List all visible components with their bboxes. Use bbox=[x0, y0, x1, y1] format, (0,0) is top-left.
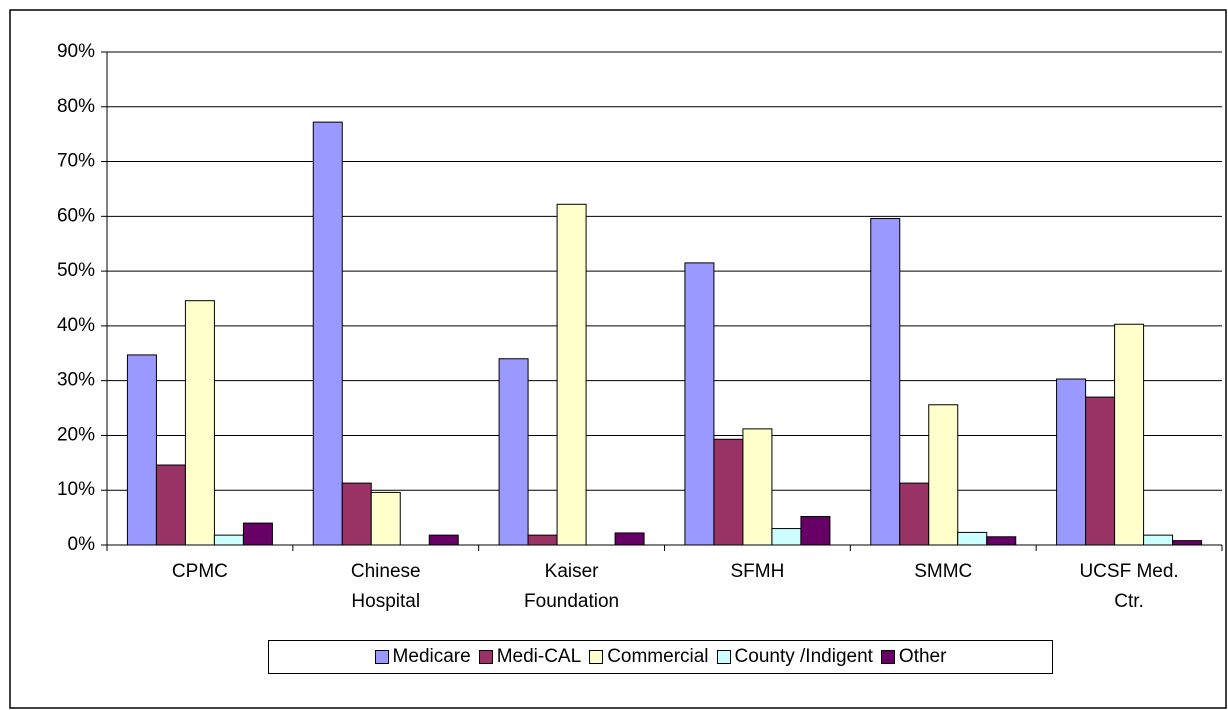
bar bbox=[1143, 534, 1174, 546]
x-tick-label: Chinese Hospital bbox=[350, 561, 421, 612]
legend-swatch bbox=[716, 650, 731, 664]
bar bbox=[1172, 540, 1203, 546]
bar bbox=[771, 528, 802, 546]
bar bbox=[213, 534, 244, 546]
bar bbox=[928, 404, 959, 546]
bar bbox=[957, 531, 988, 546]
y-tick-label: 60% bbox=[57, 205, 95, 226]
bar bbox=[986, 536, 1017, 546]
y-tick-label: 70% bbox=[57, 151, 95, 172]
bar bbox=[1114, 323, 1145, 546]
bar bbox=[312, 121, 343, 546]
x-tick-label: CPMC bbox=[171, 561, 228, 582]
bar bbox=[870, 218, 901, 546]
legend-swatch bbox=[880, 650, 895, 664]
y-tick-label: 30% bbox=[57, 370, 95, 391]
bar bbox=[155, 464, 186, 546]
y-tick-label: 20% bbox=[57, 424, 95, 445]
bar bbox=[684, 262, 715, 546]
legend-label: Medi-CAL bbox=[496, 646, 582, 667]
legend-label: Other bbox=[898, 646, 947, 667]
y-tick-label: 0% bbox=[68, 534, 96, 555]
bar bbox=[614, 532, 645, 546]
y-tick-label: 10% bbox=[57, 479, 95, 500]
legend-item: Medicare bbox=[374, 646, 471, 668]
y-tick-label: 90% bbox=[57, 41, 95, 62]
legend: Medicare Medi-CAL Commercial County /Indige… bbox=[268, 640, 1053, 674]
bar bbox=[800, 516, 831, 546]
bar bbox=[242, 522, 273, 546]
legend-swatch bbox=[589, 650, 604, 664]
legend-item: Medi-CAL bbox=[478, 646, 582, 668]
x-tick-label: SMMC bbox=[914, 561, 973, 582]
bar bbox=[341, 482, 372, 546]
bar bbox=[899, 482, 930, 546]
legend-item: Other bbox=[880, 646, 947, 668]
x-tick-label: SFMH bbox=[730, 561, 785, 582]
legend-swatch bbox=[374, 650, 389, 664]
bar bbox=[126, 354, 157, 546]
bar bbox=[370, 491, 401, 546]
legend-label: County /Indigent bbox=[734, 646, 873, 667]
legend-label: Medicare bbox=[392, 646, 471, 667]
y-tick-label: 80% bbox=[57, 96, 95, 117]
legend-swatch bbox=[478, 650, 493, 664]
legend-label: Commercial bbox=[607, 646, 709, 667]
bar bbox=[1085, 396, 1116, 546]
bar bbox=[742, 428, 773, 546]
bar bbox=[184, 300, 215, 546]
bar bbox=[713, 438, 744, 546]
bar bbox=[527, 534, 558, 546]
bar bbox=[498, 358, 529, 546]
bar bbox=[1056, 378, 1087, 546]
x-tick-label: UCSF Med. Ctr. bbox=[1079, 561, 1179, 612]
bar bbox=[428, 534, 459, 546]
y-tick-label: 50% bbox=[57, 260, 95, 281]
y-tick-label: 40% bbox=[57, 315, 95, 336]
x-tick-label: Kaiser Foundation bbox=[524, 561, 620, 612]
bar bbox=[556, 203, 587, 546]
legend-item: Commercial bbox=[589, 646, 709, 668]
legend-item: County /Indigent bbox=[716, 646, 873, 668]
